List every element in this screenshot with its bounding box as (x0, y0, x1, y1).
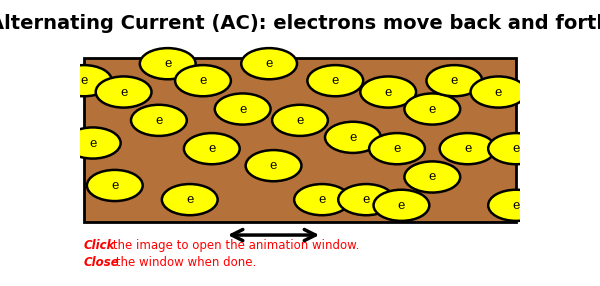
Text: e: e (199, 74, 206, 87)
Ellipse shape (175, 65, 231, 96)
Text: e: e (512, 142, 520, 155)
Ellipse shape (65, 128, 121, 158)
Text: e: e (398, 199, 405, 212)
Ellipse shape (325, 122, 381, 153)
Ellipse shape (56, 65, 112, 96)
Ellipse shape (162, 184, 218, 215)
Text: e: e (120, 86, 127, 98)
Text: Alternating Current (AC): electrons move back and forth: Alternating Current (AC): electrons move… (0, 14, 600, 33)
Ellipse shape (361, 76, 416, 108)
Text: e: e (362, 193, 370, 206)
Text: e: e (349, 131, 356, 144)
Text: e: e (239, 102, 247, 116)
Ellipse shape (87, 170, 143, 201)
Text: e: e (208, 142, 215, 155)
Text: e: e (428, 170, 436, 184)
Ellipse shape (374, 190, 430, 221)
Text: e: e (111, 179, 118, 192)
FancyBboxPatch shape (84, 58, 516, 222)
Text: e: e (270, 159, 277, 172)
Text: e: e (394, 142, 401, 155)
Ellipse shape (245, 150, 301, 181)
Ellipse shape (294, 184, 350, 215)
Ellipse shape (131, 105, 187, 136)
Ellipse shape (338, 184, 394, 215)
Ellipse shape (404, 94, 460, 125)
Ellipse shape (488, 190, 544, 221)
Text: e: e (332, 74, 339, 87)
Text: e: e (512, 199, 520, 212)
Text: the image to open the animation window.: the image to open the animation window. (109, 239, 359, 252)
Ellipse shape (369, 133, 425, 164)
Text: e: e (319, 193, 326, 206)
Ellipse shape (215, 94, 271, 125)
Ellipse shape (488, 133, 544, 164)
Text: e: e (451, 74, 458, 87)
Text: e: e (89, 136, 97, 150)
Text: e: e (385, 86, 392, 98)
Ellipse shape (440, 133, 496, 164)
Ellipse shape (404, 161, 460, 192)
Text: e: e (296, 114, 304, 127)
Ellipse shape (96, 76, 152, 108)
Ellipse shape (307, 65, 363, 96)
Text: e: e (80, 74, 88, 87)
Ellipse shape (470, 76, 526, 108)
Text: e: e (155, 114, 163, 127)
Text: e: e (464, 142, 471, 155)
Text: e: e (164, 57, 172, 70)
Ellipse shape (184, 133, 239, 164)
Text: e: e (186, 193, 193, 206)
Ellipse shape (140, 48, 196, 79)
Text: e: e (265, 57, 273, 70)
Ellipse shape (272, 105, 328, 136)
Text: Click: Click (84, 239, 115, 252)
Text: e: e (428, 102, 436, 116)
Ellipse shape (241, 48, 297, 79)
Text: the window when done.: the window when done. (112, 256, 256, 269)
Ellipse shape (427, 65, 482, 96)
Text: e: e (495, 86, 502, 98)
Text: Close: Close (84, 256, 119, 269)
